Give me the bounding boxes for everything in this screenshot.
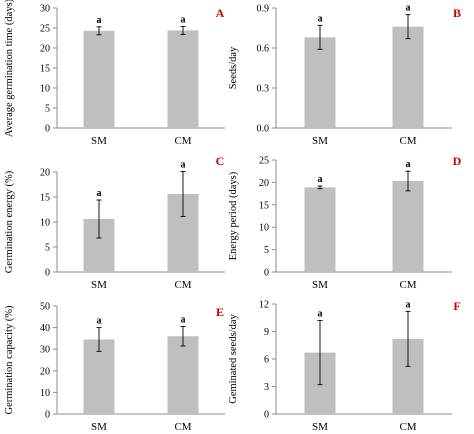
panel-letter: A: [216, 6, 225, 20]
y-tick-label: 0.3: [257, 84, 270, 95]
y-tick-label: 50: [40, 302, 50, 313]
x-tick-label-sm: SM: [91, 421, 107, 433]
y-tick-label: 20: [40, 366, 50, 377]
y-tick-label: 0: [45, 124, 50, 135]
bar-cm: [392, 26, 424, 129]
y-tick-label: 3: [264, 382, 269, 393]
y-tick-label: 0.6: [257, 44, 270, 55]
x-tick-label-cm: CM: [174, 135, 191, 147]
bar-cm: [392, 181, 424, 272]
y-tick-label: 40: [40, 323, 50, 334]
y-tick-label: 25: [259, 156, 269, 167]
y-tick-label: 5: [45, 104, 50, 115]
panel-letter: B: [453, 6, 461, 20]
y-tick-label: 12: [259, 300, 269, 311]
significance-letter: a: [406, 299, 411, 310]
y-tick-label: 10: [40, 218, 50, 229]
y-tick-label: 15: [40, 193, 50, 204]
y-tick-label: 0: [45, 268, 50, 279]
y-tick-label: 10: [259, 223, 269, 234]
y-tick-label: 9: [264, 327, 269, 338]
significance-letter: a: [181, 14, 186, 25]
significance-letter: a: [318, 309, 323, 320]
y-tick-label: 0: [264, 268, 269, 279]
y-tick-label: 20: [40, 44, 50, 55]
significance-letter: a: [318, 13, 323, 24]
x-tick-label-cm: CM: [174, 421, 191, 433]
significance-letter: a: [181, 315, 186, 326]
y-tick-label: 15: [259, 200, 269, 211]
x-tick-label-cm: CM: [399, 421, 416, 433]
bar-sm: [83, 30, 115, 128]
x-tick-label-sm: SM: [91, 135, 107, 147]
x-tick-label-cm: CM: [399, 135, 416, 147]
significance-letter: a: [181, 160, 186, 171]
y-tick-label: 20: [40, 168, 50, 179]
panel-letter: F: [453, 299, 460, 313]
y-tick-label: 5: [264, 245, 269, 256]
y-tick-label: 25: [40, 24, 50, 35]
chart-panel-d: 0 5 10 15 20 25 Energy period (days) Da SM a CM: [228, 154, 462, 291]
y-tick-label: 6: [264, 355, 269, 366]
significance-letter: a: [406, 3, 411, 14]
x-tick-label-sm: SM: [312, 421, 328, 433]
y-tick-label: 20: [259, 178, 269, 189]
y-tick-label: 0: [45, 410, 50, 421]
y-tick-label: 0: [264, 410, 269, 421]
significance-letter: a: [406, 159, 411, 170]
significance-letter: a: [97, 188, 102, 199]
y-tick-label: 10: [40, 84, 50, 95]
significance-letter: a: [318, 174, 323, 185]
x-tick-label-cm: CM: [174, 279, 191, 291]
y-tick-label: 0.9: [257, 4, 270, 15]
chart-panel-c: 0 5 10 15 20 Germination energy (%) Ca SM a CM: [4, 154, 225, 291]
y-axis-title: Average germination time (days): [4, 0, 15, 137]
y-axis-title: Geminated seeds/day: [228, 313, 239, 403]
significance-letter: a: [97, 316, 102, 327]
bar-cm: [167, 336, 199, 414]
chart-panel-b: 0.0 0.3 0.6 0.9 Seeds/day Ba SM a CM: [228, 3, 461, 147]
bar-cm: [167, 30, 199, 128]
panel-letter: C: [216, 154, 225, 168]
panel-letter: E: [216, 305, 224, 319]
y-axis-title: Germination capacity (%): [4, 305, 15, 415]
panel-letter: D: [453, 154, 462, 168]
y-tick-label: 5: [45, 243, 50, 254]
y-axis-title: Germination energy (%): [4, 170, 15, 273]
bar-sm: [83, 339, 115, 414]
x-tick-label-cm: CM: [399, 279, 416, 291]
y-axis-title: Seeds/day: [228, 46, 239, 89]
y-axis-title: Energy period (days): [228, 171, 239, 260]
x-tick-label-sm: SM: [312, 135, 328, 147]
x-tick-label-sm: SM: [312, 279, 328, 291]
y-tick-label: 15: [40, 64, 50, 75]
chart-panel-f: 0 3 6 9 12 Geminated seeds/day Fa SM a CM: [228, 299, 461, 433]
chart-panel-a: 0 5 10 15 20 25 30 Average germination time (da…: [4, 0, 225, 147]
bar-sm: [304, 37, 336, 129]
y-tick-label: 10: [40, 388, 50, 399]
y-tick-label: 30: [40, 345, 50, 356]
chart-panel-e: 0 10 20 30 40 50 Germination capacity (%) Ea SM a…: [4, 302, 225, 433]
y-tick-label: 0.0: [257, 124, 270, 135]
significance-letter: a: [97, 15, 102, 26]
y-tick-label: 30: [40, 4, 50, 15]
bar-sm: [304, 187, 336, 272]
x-tick-label-sm: SM: [91, 279, 107, 291]
